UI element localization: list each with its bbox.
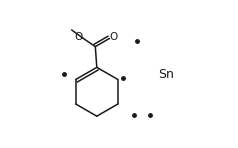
Text: O: O bbox=[109, 32, 118, 42]
Text: O: O bbox=[74, 32, 83, 42]
Text: Sn: Sn bbox=[159, 67, 174, 81]
